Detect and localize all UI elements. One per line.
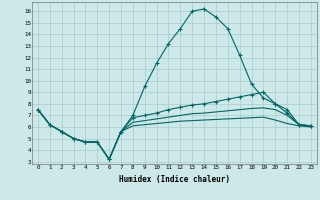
X-axis label: Humidex (Indice chaleur): Humidex (Indice chaleur) [119, 175, 230, 184]
